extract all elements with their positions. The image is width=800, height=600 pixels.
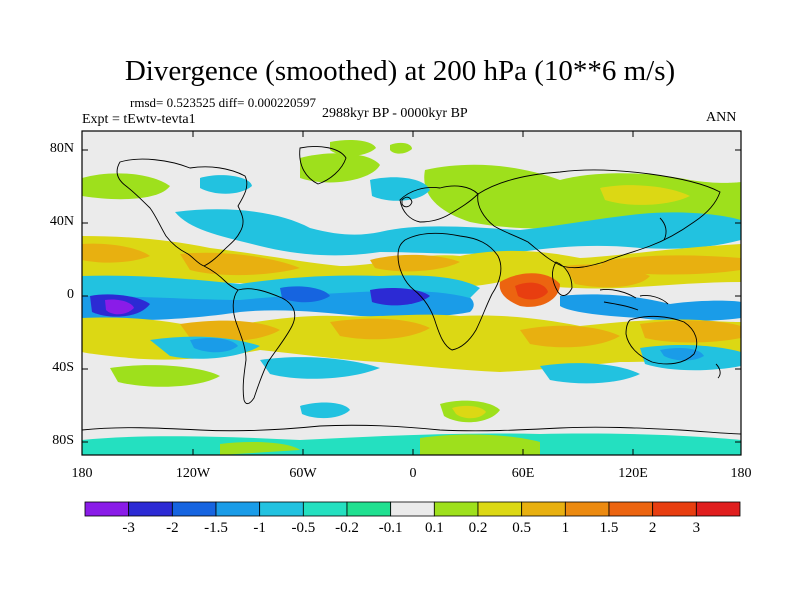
field-purple-core: [105, 299, 134, 315]
stats-text: rmsd= 0.523525 diff= 0.000220597: [130, 95, 316, 110]
field-green-small-2: [390, 142, 412, 154]
colorbar-label: -0.5: [291, 520, 316, 536]
plot-title: Divergence (smoothed) at 200 hPa (10**6 …: [124, 55, 676, 87]
colorbar-label: -0.2: [335, 520, 359, 536]
colorbar-swatch: [171, 501, 217, 517]
colorbar-label: 2: [648, 520, 657, 536]
field-antarctic-green: [220, 434, 540, 455]
lat-label-80s: 80S: [52, 433, 74, 448]
coast-australia: [625, 315, 698, 365]
field-north-green-2: [300, 153, 380, 183]
colorbar-swatch: [652, 501, 697, 517]
lon-label-120w: 120W: [175, 466, 211, 481]
coast-europe: [399, 185, 479, 223]
coast-india: [551, 261, 573, 296]
field-darkblue-atlantic: [370, 288, 430, 306]
field-cyan-band-south: [150, 336, 741, 384]
lat-label-80n: 80N: [49, 141, 74, 156]
field-north-green-3: [424, 164, 741, 229]
field-north-yellow: [600, 185, 690, 205]
colorbar-label: 1: [561, 520, 570, 536]
lon-label-180e: 180: [730, 466, 752, 481]
lat-label-40n: 40N: [49, 214, 74, 229]
colorbar-swatch: [608, 501, 654, 517]
coast-japan: [659, 217, 667, 241]
colorbar-label: -0.1: [378, 520, 403, 536]
divergence-field: [82, 140, 741, 455]
field-orange-band-south: [180, 318, 741, 348]
colorbar-swatch: [390, 501, 435, 517]
colorbar-swatch: [564, 501, 610, 517]
field-blue-indian: [560, 294, 741, 321]
experiment-label: Expt = tEwtv-tevta1: [82, 112, 196, 127]
colorbar-swatch: [215, 501, 261, 517]
coast-greenland: [299, 146, 347, 185]
colorbar-swatch: [433, 501, 479, 517]
map-frame: [81, 130, 742, 456]
field-orange-band-north: [82, 243, 741, 276]
colorbar-label: 0.5: [512, 520, 532, 536]
coast-north-america: [116, 158, 248, 267]
colorbar-swatch: [521, 501, 566, 517]
field-antarctic-cyan: [82, 433, 741, 455]
field-darkblue-pacific2: [280, 286, 330, 303]
field-cyan-south-4: [300, 402, 350, 419]
field-green-south-1: [110, 365, 220, 387]
lat-label-40s: 40S: [52, 360, 74, 375]
colorbar-label: 0.2: [468, 520, 488, 536]
colorbar-label: -1: [253, 520, 266, 536]
lon-label-60w: 60W: [289, 466, 317, 481]
field-orange-indonesia: [565, 264, 650, 288]
coastlines: [82, 146, 741, 435]
colorbar-swatch: [346, 501, 392, 517]
lon-label-180w: 180: [71, 466, 93, 481]
colorbar-swatch: [128, 501, 173, 517]
colorbar-swatch: [84, 501, 130, 517]
field-yellow-south-3: [452, 405, 486, 419]
coast-indonesia: [599, 289, 669, 311]
lat-label-eq: 0: [67, 287, 74, 302]
coast-antarctica: [82, 424, 741, 435]
field-green-small: [330, 140, 376, 156]
colorbar-label: 0.1: [424, 520, 444, 536]
coast-africa: [397, 232, 502, 351]
lon-label-120e: 120E: [618, 466, 648, 481]
colorbar-swatch: [695, 501, 741, 517]
coast-asia: [477, 169, 721, 269]
lon-label-60e: 60E: [511, 466, 535, 481]
colorbar-label: -1.5: [204, 520, 228, 536]
colorbar-swatch: [302, 501, 348, 517]
period-label: 2988kyr BP - 0000kyr BP: [322, 106, 468, 121]
colorbar-label: -2: [166, 520, 179, 536]
coast-new-zealand: [715, 363, 721, 379]
colorbar-label: -3: [122, 520, 135, 536]
coast-central-america: [203, 265, 239, 291]
lon-label-0: 0: [409, 466, 417, 481]
field-cyan-band-north: [175, 209, 741, 256]
colorbar-swatch: [259, 501, 304, 517]
colorbar-label: 3: [692, 520, 701, 536]
field-north-blue-1: [370, 177, 430, 201]
field-red-africa-core: [515, 282, 548, 300]
season-label: ANN: [706, 110, 737, 125]
coast-uk: [401, 196, 413, 208]
field-north-blue-2: [200, 175, 252, 194]
field-cyan-equator: [82, 275, 480, 300]
axis-ticks: [82, 131, 741, 455]
coast-south-america: [232, 288, 296, 405]
colorbar: [84, 501, 741, 517]
colorbar-swatch: [477, 501, 523, 517]
colorbar-label: 1.5: [599, 520, 619, 536]
